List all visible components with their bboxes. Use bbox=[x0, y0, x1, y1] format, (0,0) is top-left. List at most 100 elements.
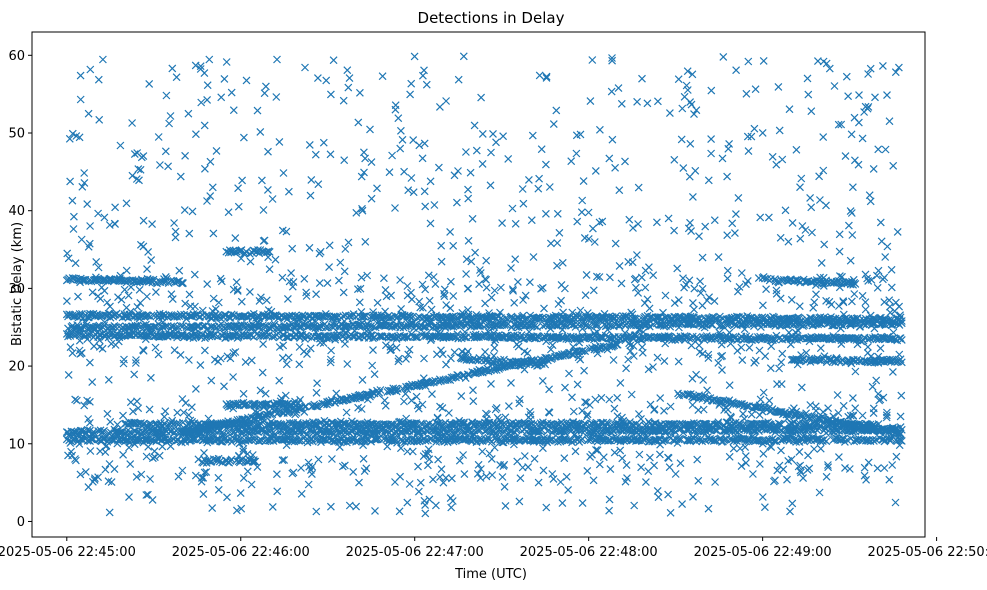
data-point-marker bbox=[667, 336, 676, 345]
data-point-marker bbox=[500, 434, 509, 443]
data-point-marker bbox=[578, 346, 587, 355]
data-point-marker bbox=[897, 317, 906, 325]
data-point-marker bbox=[629, 420, 638, 429]
data-point-marker bbox=[593, 421, 602, 430]
data-point-marker bbox=[274, 329, 283, 337]
data-point-marker bbox=[518, 419, 526, 428]
data-point-marker bbox=[302, 402, 310, 411]
data-point-marker bbox=[436, 420, 445, 429]
data-point-marker bbox=[851, 279, 860, 288]
data-point-marker bbox=[772, 319, 781, 328]
data-point-marker bbox=[813, 434, 821, 443]
data-point-marker bbox=[449, 332, 458, 341]
data-point-marker bbox=[696, 434, 705, 443]
data-point-marker bbox=[264, 313, 273, 322]
data-point-marker bbox=[710, 436, 719, 445]
data-point-marker bbox=[149, 322, 158, 331]
data-point-marker bbox=[659, 436, 668, 444]
data-point-marker bbox=[490, 366, 499, 375]
data-point-marker bbox=[449, 373, 458, 381]
data-point-marker bbox=[630, 319, 639, 328]
data-point-marker bbox=[845, 334, 854, 342]
data-point-marker bbox=[391, 384, 400, 393]
data-point-marker bbox=[426, 318, 435, 327]
data-point-marker bbox=[266, 324, 274, 332]
data-point-marker bbox=[339, 312, 348, 321]
data-point-marker bbox=[428, 332, 437, 341]
data-point-marker bbox=[869, 437, 878, 445]
data-point-marker bbox=[230, 434, 238, 443]
data-point-marker bbox=[376, 386, 385, 394]
data-point-marker bbox=[124, 331, 133, 339]
data-point-marker bbox=[411, 333, 420, 341]
data-point-marker bbox=[605, 334, 614, 343]
data-point-marker bbox=[369, 420, 378, 429]
data-point-marker bbox=[789, 417, 798, 426]
data-point-marker bbox=[412, 333, 421, 342]
data-point-marker bbox=[816, 313, 825, 322]
data-point-marker bbox=[64, 332, 72, 341]
data-point-marker bbox=[302, 331, 310, 340]
data-point-marker bbox=[674, 389, 682, 398]
data-point-marker bbox=[423, 422, 432, 431]
data-point-marker bbox=[348, 435, 357, 444]
data-point-marker bbox=[793, 336, 802, 344]
data-point-marker bbox=[392, 387, 401, 396]
data-point-marker bbox=[492, 366, 501, 374]
data-point-marker bbox=[699, 419, 708, 428]
data-point-marker bbox=[312, 402, 321, 411]
data-point-marker bbox=[247, 311, 256, 319]
data-point-marker bbox=[815, 434, 824, 443]
data-point-marker bbox=[577, 426, 586, 435]
data-point-marker bbox=[413, 333, 422, 342]
data-point-marker bbox=[791, 318, 799, 327]
data-point-marker bbox=[434, 377, 443, 386]
data-point-marker bbox=[494, 331, 503, 340]
data-point-marker bbox=[705, 422, 713, 430]
data-point-marker bbox=[413, 437, 422, 446]
data-point-marker bbox=[759, 437, 768, 446]
data-point-marker bbox=[436, 377, 445, 386]
data-point-marker bbox=[897, 319, 906, 328]
data-point-marker bbox=[408, 312, 417, 321]
data-point-marker bbox=[557, 319, 566, 328]
data-point-marker bbox=[542, 353, 551, 362]
data-point-marker bbox=[796, 320, 805, 329]
data-point-marker bbox=[345, 311, 353, 320]
data-point-marker bbox=[735, 313, 744, 322]
data-point-marker bbox=[225, 313, 234, 322]
scatter-points bbox=[62, 52, 906, 518]
data-point-marker bbox=[871, 332, 880, 341]
data-point-marker bbox=[742, 320, 751, 329]
data-point-marker bbox=[140, 276, 149, 285]
data-point-marker bbox=[504, 333, 513, 342]
data-point-marker bbox=[177, 279, 186, 288]
data-point-marker bbox=[201, 321, 209, 330]
data-point-marker bbox=[707, 320, 716, 329]
data-point-marker bbox=[356, 331, 365, 340]
data-point-marker bbox=[188, 312, 197, 321]
data-point-marker bbox=[313, 420, 322, 429]
data-point-marker bbox=[208, 322, 216, 331]
data-point-marker bbox=[149, 311, 158, 320]
data-point-marker bbox=[581, 347, 590, 356]
data-point-marker bbox=[803, 436, 812, 445]
data-point-marker bbox=[651, 419, 660, 428]
data-point-marker bbox=[768, 336, 777, 345]
data-point-marker bbox=[275, 333, 284, 342]
data-point-marker bbox=[748, 336, 756, 345]
data-point-marker bbox=[321, 309, 330, 318]
data-point-marker bbox=[227, 310, 236, 319]
data-point-marker bbox=[487, 437, 496, 446]
data-point-marker bbox=[777, 420, 785, 429]
data-point-marker bbox=[563, 332, 572, 341]
data-point-marker bbox=[235, 322, 244, 331]
data-point-marker bbox=[262, 428, 271, 436]
data-point-marker bbox=[165, 436, 173, 445]
data-point-marker bbox=[897, 436, 906, 445]
data-point-marker bbox=[708, 320, 717, 329]
data-point-marker bbox=[244, 331, 252, 340]
data-point-marker bbox=[253, 329, 262, 338]
data-point-marker bbox=[288, 311, 297, 320]
